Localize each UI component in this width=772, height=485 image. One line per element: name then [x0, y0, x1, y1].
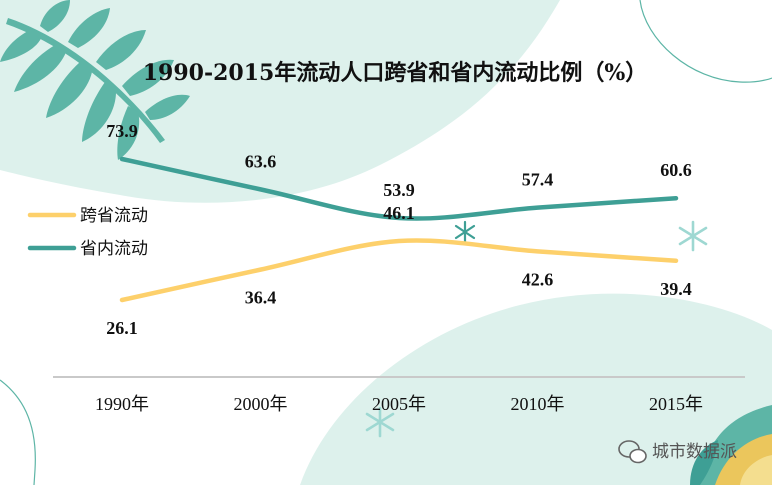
thin-curve-top-right: [639, 0, 772, 83]
data-label: 42.6: [522, 269, 554, 289]
sparkle-decoration: [365, 406, 395, 438]
x-tick-label: 1990年: [95, 394, 149, 414]
data-label: 53.9: [383, 180, 415, 200]
wechat-icon: [618, 440, 647, 464]
data-label: 73.9: [106, 121, 138, 141]
chart-title: 1990-2015年流动人口跨省和省内流动比例（%）: [143, 60, 648, 86]
palm-leaf-decoration: [0, 0, 190, 160]
tropical-leaf-decoration: [690, 405, 772, 485]
series-line-1: [119, 238, 679, 303]
mint-blob-bottom: [300, 293, 772, 485]
mint-blob-top: [0, 0, 560, 203]
data-labels: 26.1 36.4 46.1 42.6 39.4 73.9 63.6 53.9 57.4 60.6: [106, 121, 692, 338]
data-label: 46.1: [383, 203, 415, 223]
data-label: 63.6: [245, 151, 277, 171]
series-line-2: [119, 156, 679, 221]
data-label: 36.4: [245, 288, 277, 308]
thin-curve-bottom-left: [0, 379, 36, 485]
watermark: 城市数据派: [618, 440, 737, 464]
x-axis-ticks: 1990年 2000年 2005年 2010年 2015年: [95, 394, 703, 414]
x-tick-label: 2000年: [234, 394, 288, 414]
data-label: 60.6: [660, 160, 692, 180]
sparkle-decoration: [454, 220, 476, 244]
data-label: 39.4: [660, 279, 692, 299]
sparkle-decoration: [678, 220, 708, 252]
data-label: 57.4: [522, 170, 554, 190]
x-tick-label: 2010年: [511, 394, 565, 414]
x-tick-label: 2005年: [372, 394, 426, 414]
x-tick-label: 2015年: [649, 394, 703, 414]
data-label: 26.1: [106, 318, 138, 338]
legend-label: 跨省流动: [80, 206, 148, 226]
series-layer: [119, 156, 679, 303]
watermark-text: 城市数据派: [652, 442, 737, 462]
legend-label: 省内流动: [80, 239, 148, 259]
